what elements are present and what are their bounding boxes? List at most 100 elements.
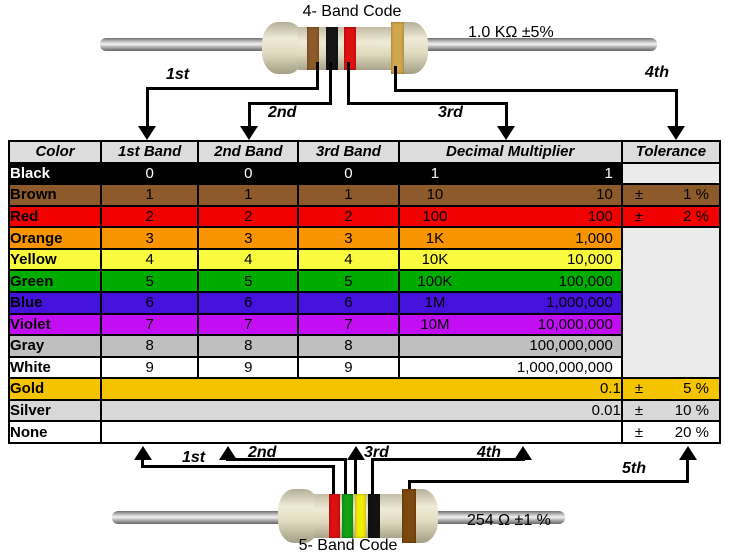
band3-value: 7 [297,312,400,337]
arrowhead-down-icon [138,126,156,140]
multiplier-abbrev: 1 [430,164,440,182]
color-name: Blue [7,290,103,315]
arrowhead-up-icon [134,446,152,460]
color-name: Gray [7,334,103,358]
color-name: Silver [7,398,103,423]
arrow-segment [675,90,678,127]
ordinal-label-4th-bottom: 4th [477,444,501,461]
five-band-red-band [329,494,340,538]
color-name: Brown [7,183,103,207]
table-row-green: Green 5 5 5 100K 100,000 [7,269,720,293]
arrow-segment [329,62,332,105]
five-band-resistor-left-cap [278,489,320,543]
arrow-segment [371,459,374,495]
four-band-value-label: 1.0 KΩ ±5% [468,24,554,41]
band1-value: 3 [100,226,200,250]
four-band-red-band [344,27,356,70]
arrow-segment [347,62,350,105]
color-name: White [7,355,103,380]
color-name: Yellow [7,247,103,272]
tolerance-cell: ±20 % [620,420,722,444]
tolerance-value: 5 % [683,380,709,398]
arrow-segment [347,102,508,105]
arrow-segment [146,88,149,127]
tolerance-sign: ± [634,423,644,441]
arrow-segment [332,466,335,495]
merged-multiplier-cell [100,420,623,444]
tolerance-value: 20 % [674,423,709,441]
band2-value: 8 [197,334,300,358]
multiplier-abbrev: 10 [426,186,444,204]
arrow-segment [686,458,689,483]
color-name: Orange [7,226,103,250]
table-header-row: Color 1st Band 2nd Band 3rd Band Decimal… [7,140,722,164]
band3-value: 0 [297,161,400,186]
merged-multiplier-cell: 0.1 [100,377,623,401]
five-band-value-label: 254 Ω ±1 % [467,512,551,529]
arrow-segment [146,87,319,90]
five-band-yellow-band [355,494,366,538]
arrowhead-down-icon [240,126,258,140]
table-row-gray: Gray 8 8 8 100,000,000 [7,334,720,358]
arrow-segment [248,102,332,105]
multiplier-abbrev: 1M [424,294,446,312]
arrowhead-down-icon [667,126,685,140]
arrowhead-up-icon [219,446,237,460]
multiplier-cell: 100 100 [397,204,623,229]
band3-value: 5 [297,269,400,293]
multiplier-abbrev: 10K [421,251,449,269]
tolerance-value: 10 % [674,402,709,420]
band1-value: 2 [100,204,200,229]
header-band2: 2nd Band [197,140,300,164]
band2-value: 1 [197,183,300,207]
ordinal-label-1st-top: 1st [166,66,190,83]
ordinal-label-5th-bottom: 5th [622,460,646,477]
arrow-segment [408,481,411,493]
header-color: Color [7,140,103,164]
multiplier-cell: 10M 10,000,000 [397,312,623,337]
ordinal-label-1st-bottom: 1st [182,449,206,466]
band3-value: 9 [297,355,400,380]
multiplier-cell: 1K 1,000 [397,226,623,250]
multiplier-cell: 1,000,000,000 [397,355,623,380]
multiplier-cell: 1M 1,000,000 [397,290,623,315]
multiplier-full: 1 [604,164,613,182]
band1-value: 0 [100,161,200,186]
table-row-none: None ±20 % [7,420,722,444]
band1-value: 8 [100,334,200,358]
arrow-segment [371,458,525,461]
band2-value: 9 [197,355,300,380]
five-band-title: 5- Band Code [298,537,398,554]
multiplier-full: 1,000 [575,229,613,247]
tolerance-cell: ±10 % [620,398,722,423]
color-name: Red [7,204,103,229]
multiplier-full: 10,000,000 [537,315,613,333]
multiplier-cell: 10 10 [397,183,623,207]
table-row-yellow: Yellow 4 4 4 10K 10,000 [7,247,720,272]
band3-value: 3 [297,226,400,250]
color-name: None [7,420,103,444]
five-band-green-band [342,494,353,538]
multiplier-full: 10,000 [566,251,613,269]
band2-value: 0 [197,161,300,186]
header-band3: 3rd Band [297,140,400,164]
multiplier-abbrev: 10M [420,315,450,333]
arrow-segment [394,66,397,92]
tolerance-cell: ±5 % [620,377,722,401]
band1-value: 6 [100,290,200,315]
band1-value: 1 [100,183,200,207]
multiplier-full: 100 [587,207,613,225]
table-row-brown: Brown 1 1 1 10 10 ±1 % [7,183,722,207]
band2-value: 4 [197,247,300,272]
multiplier-abbrev: 100K [417,272,453,290]
four-band-black-band [326,27,338,70]
tolerance-value: 1 % [683,186,709,204]
tolerance-sign: ± [634,380,644,398]
color-name: Gold [7,377,103,401]
multiplier-abbrev: 100 [422,207,448,225]
ordinal-label-4th-top: 4th [645,64,669,81]
band2-value: 5 [197,269,300,293]
arrow-segment [505,103,508,127]
color-name: Violet [7,312,103,337]
tolerance-cell: ±1 % [620,183,722,207]
